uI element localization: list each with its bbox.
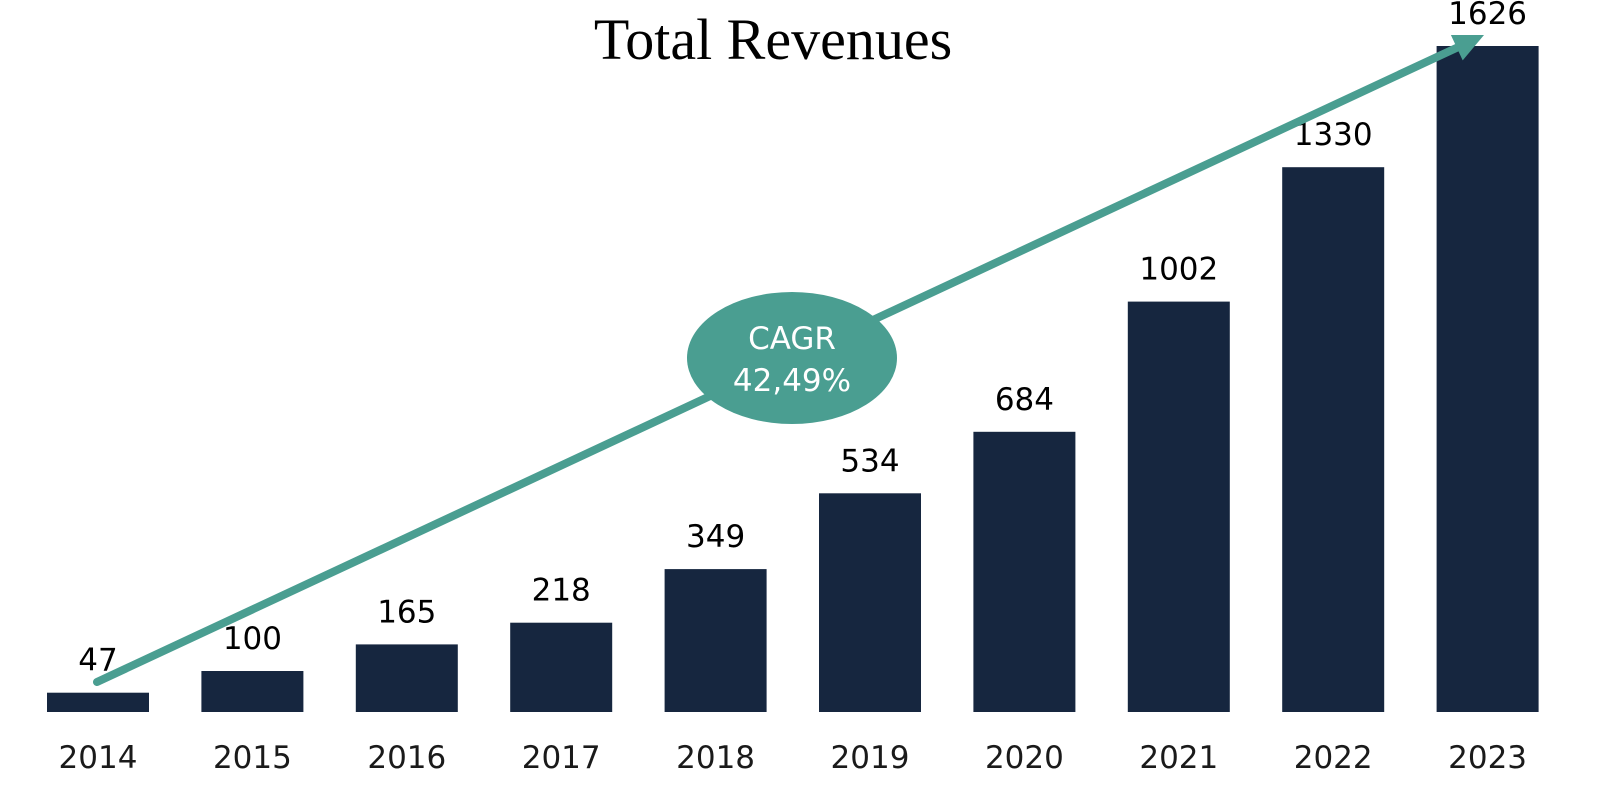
arrow-head-icon: [1450, 35, 1484, 61]
bar-2022: [1282, 167, 1385, 712]
x-tick-2018: 2018: [676, 740, 755, 776]
bar-2018: [664, 569, 767, 712]
bar-2019: [819, 493, 921, 712]
x-tick-2014: 2014: [59, 740, 138, 776]
value-label-2021: 1002: [1139, 252, 1218, 288]
x-tick-2020: 2020: [985, 740, 1064, 776]
value-label-2017: 218: [532, 573, 591, 609]
bar-2015: [201, 671, 304, 712]
value-label-2016: 165: [377, 594, 436, 630]
x-tick-2016: 2016: [367, 740, 446, 776]
value-label-2019: 534: [840, 443, 899, 479]
bar-2016: [355, 644, 458, 712]
x-tick-2015: 2015: [213, 740, 292, 776]
value-label-2022: 1330: [1294, 117, 1373, 153]
x-tick-2022: 2022: [1294, 740, 1373, 776]
bar-2014: [47, 692, 149, 712]
chart-title: Total Revenues: [594, 7, 952, 72]
value-label-2023: 1626: [1448, 0, 1527, 32]
cagr-label: CAGR: [748, 321, 836, 357]
x-tick-2017: 2017: [522, 740, 601, 776]
bars-group: [47, 46, 1539, 712]
x-tick-2021: 2021: [1139, 740, 1218, 776]
value-label-2020: 684: [995, 382, 1054, 418]
cagr-value: 42,49%: [733, 363, 851, 399]
x-tick-2023: 2023: [1448, 740, 1527, 776]
bar-2020: [973, 431, 1076, 712]
value-label-2015: 100: [223, 621, 282, 657]
cagr-badge: CAGR 42,49%: [687, 292, 897, 424]
x-axis-ticks: 2014 2015 2016 2017 2018 2019 2020 2021 2022 2023: [59, 740, 1528, 776]
cagr-badge-ellipse: [687, 292, 897, 424]
value-label-2018: 349: [686, 519, 745, 555]
bar-2017: [510, 622, 613, 712]
x-tick-2019: 2019: [831, 740, 910, 776]
bar-2023: [1436, 46, 1539, 712]
bar-2021: [1127, 301, 1230, 712]
